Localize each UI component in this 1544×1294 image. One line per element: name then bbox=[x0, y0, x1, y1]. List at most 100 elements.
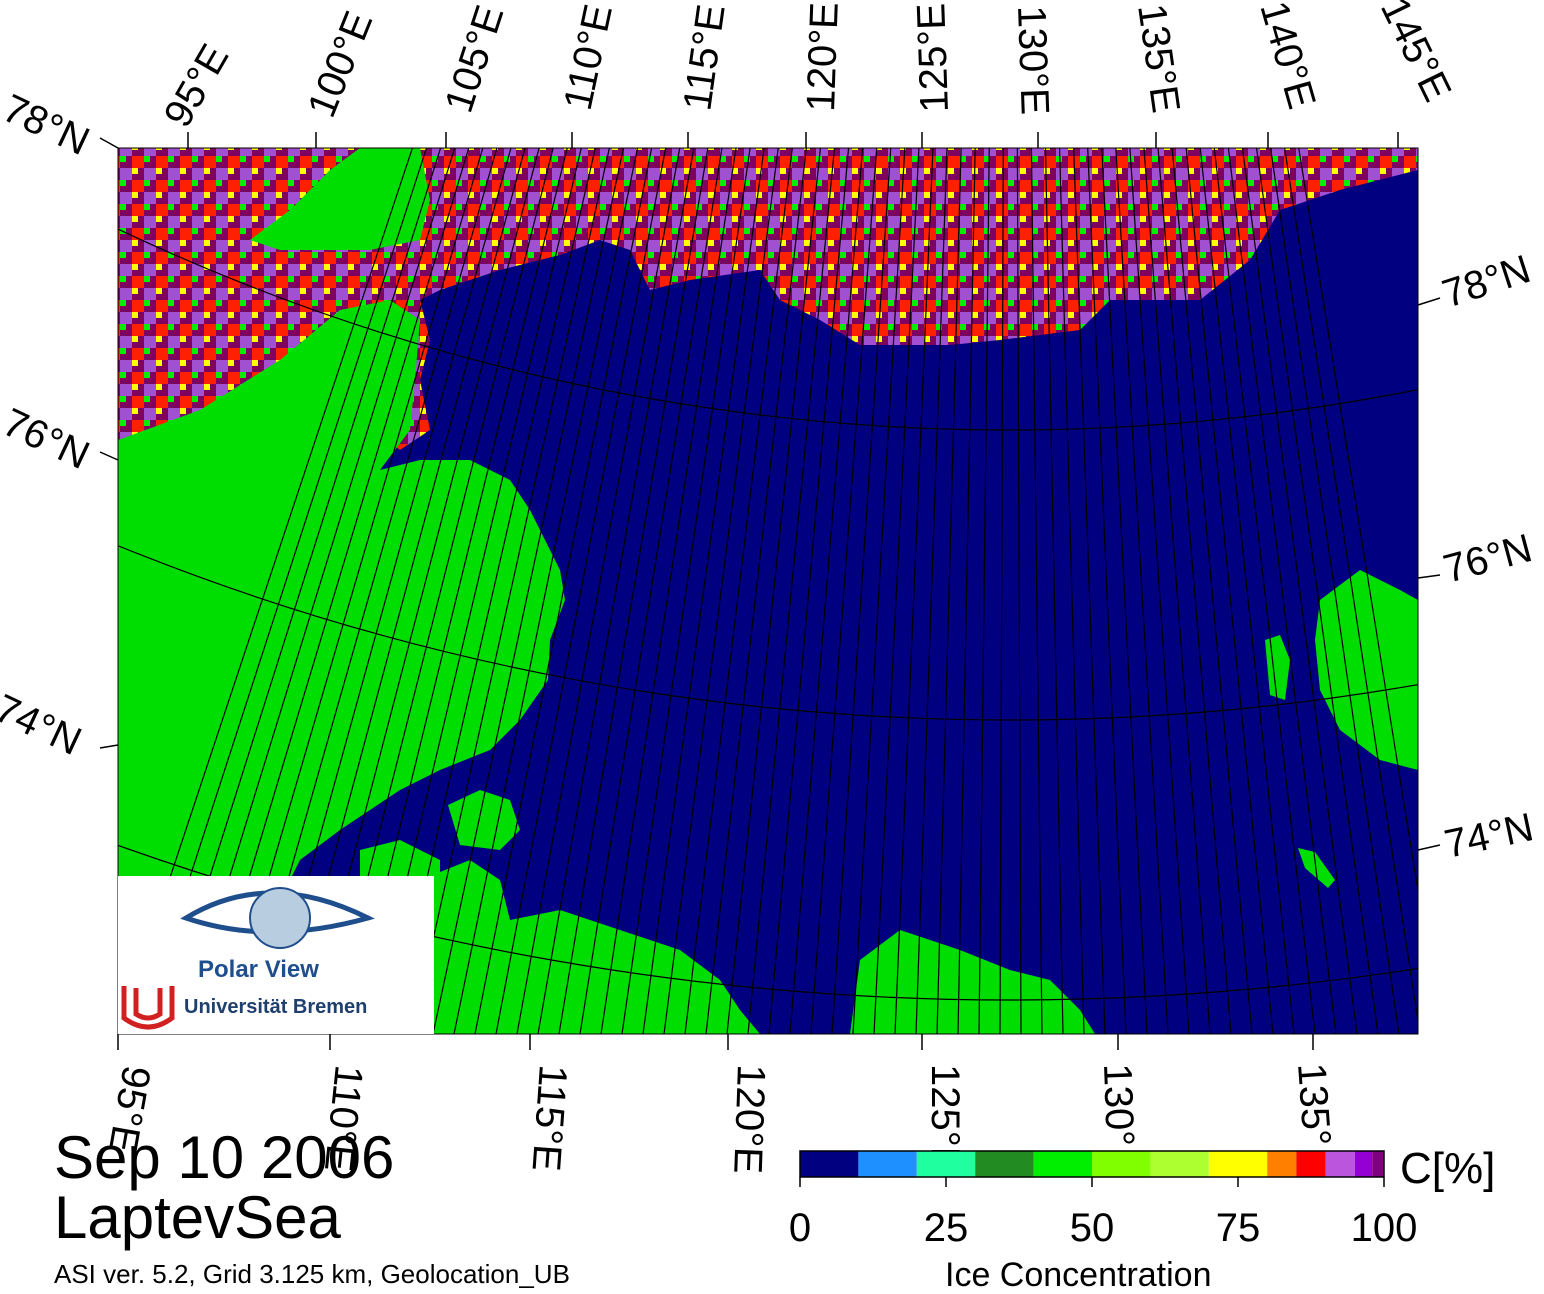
colorbar-tick-label: 0 bbox=[788, 1206, 812, 1250]
meridian-line bbox=[1171, 148, 1253, 1034]
meridian-line bbox=[936, 148, 962, 1034]
meridian-line bbox=[1185, 148, 1274, 1034]
meridian-line bbox=[201, 148, 470, 1034]
lon-label-top: 125°E bbox=[909, 2, 957, 113]
meridian-line bbox=[705, 148, 807, 1034]
graticule bbox=[118, 148, 1418, 1034]
meridian-line bbox=[159, 148, 442, 1034]
meridian-line bbox=[1298, 148, 1418, 895]
meridian-line bbox=[663, 148, 779, 1034]
meridian-line bbox=[1157, 148, 1232, 1034]
colorbar-tick-label: 50 bbox=[1069, 1206, 1115, 1250]
lon-label-top: 130°E bbox=[1009, 5, 1057, 116]
meridian-line bbox=[411, 148, 611, 1034]
colorbar-segment bbox=[1354, 1151, 1373, 1177]
lon-label-bottom: 115°E bbox=[524, 1063, 575, 1172]
meridian-line bbox=[579, 148, 723, 1034]
pack-ice-north bbox=[118, 148, 1418, 460]
meridian-line bbox=[894, 148, 934, 1034]
map-frame bbox=[117, 147, 1419, 1035]
colorbar-segment bbox=[1325, 1151, 1355, 1177]
lat-label-left: 76°N bbox=[0, 400, 96, 478]
meridian-line bbox=[642, 148, 765, 1034]
meridian-line bbox=[118, 148, 414, 1034]
colorbar-segment bbox=[858, 1151, 917, 1177]
meridian-line bbox=[957, 148, 976, 1034]
lon-label-top: 140°E bbox=[1251, 0, 1323, 114]
meridian-line bbox=[1227, 148, 1337, 1034]
meridian-line bbox=[1087, 148, 1127, 1034]
land-severnaya-zemlya bbox=[250, 148, 430, 250]
meridian-line bbox=[264, 148, 512, 1034]
tick-marks bbox=[99, 132, 1441, 1050]
meridian-line bbox=[369, 148, 582, 1034]
tick-mark bbox=[99, 744, 119, 749]
meridian-line bbox=[621, 148, 751, 1034]
lat-label-left: 74°N bbox=[0, 686, 88, 764]
lon-label-bottom: 130° bbox=[1095, 1063, 1142, 1147]
colorbar-segment bbox=[975, 1151, 1034, 1177]
logo-org: Universität Bremen bbox=[184, 996, 368, 1018]
meridian-line bbox=[432, 148, 625, 1034]
meridian-line bbox=[1030, 148, 1043, 1034]
meridian-line bbox=[789, 148, 864, 1034]
colorbar-segment bbox=[1033, 1151, 1092, 1177]
meridian-line bbox=[180, 148, 456, 1034]
lon-label-top: 110°E bbox=[556, 1, 621, 114]
meridian-line bbox=[138, 148, 428, 1034]
meridian-line bbox=[390, 148, 596, 1034]
meridian-line bbox=[1058, 148, 1085, 1034]
meridian-line bbox=[558, 148, 709, 1034]
meridian-line bbox=[285, 148, 526, 1034]
meridian-line bbox=[1016, 148, 1022, 1034]
lon-label-bottom: 135° bbox=[1289, 1062, 1339, 1148]
lat-label-right: 78°N bbox=[1437, 247, 1536, 316]
colorbar-segment bbox=[1150, 1151, 1209, 1177]
eye-icon bbox=[120, 887, 375, 1032]
polar-view-logo: Polar View Universität Bremen bbox=[118, 876, 434, 1034]
land-taymyr bbox=[118, 300, 565, 880]
meridian-line bbox=[1213, 148, 1316, 1034]
meridian-line bbox=[747, 148, 836, 1034]
meridian-line bbox=[306, 148, 540, 1034]
meridian-line bbox=[537, 148, 695, 1034]
land-lena-delta bbox=[850, 930, 1095, 1034]
colorbar-segment bbox=[916, 1151, 976, 1177]
meridian-line bbox=[1143, 148, 1211, 1034]
lat-label-right: 76°N bbox=[1439, 526, 1537, 592]
colorbar-tick-label: 100 bbox=[1350, 1206, 1418, 1250]
tick-mark bbox=[1417, 297, 1441, 306]
colorbar-segment bbox=[1267, 1151, 1297, 1177]
lon-label-top: 95°E bbox=[156, 37, 238, 134]
meridian-line bbox=[1284, 148, 1418, 1025]
region-label: LaptevSea bbox=[54, 1184, 341, 1251]
meridian-line bbox=[453, 148, 639, 1034]
tick-mark bbox=[1417, 844, 1441, 851]
meridian-line bbox=[726, 148, 822, 1034]
meridian-line bbox=[831, 148, 892, 1034]
meridian-line bbox=[348, 148, 568, 1034]
colorbar-segment bbox=[1372, 1151, 1384, 1177]
land-stolbovoy bbox=[1298, 848, 1335, 888]
meridian-line bbox=[915, 148, 948, 1034]
colorbar-segment bbox=[1296, 1151, 1326, 1177]
meridian-line bbox=[516, 148, 681, 1034]
land-south-coast bbox=[420, 860, 760, 1034]
colorbar-segment bbox=[1092, 1151, 1151, 1177]
tick-mark bbox=[1417, 574, 1441, 579]
colorbar bbox=[799, 1150, 1385, 1187]
colorbar-unit: C[%] bbox=[1400, 1144, 1496, 1193]
colorbar-tick-label: 75 bbox=[1215, 1206, 1261, 1250]
meridian-line bbox=[1269, 148, 1400, 1034]
meridian-line bbox=[978, 148, 990, 1034]
lon-label-top: 145°E bbox=[1372, 0, 1460, 108]
meridian-line bbox=[999, 148, 1004, 1034]
lon-label-bottom: 120°E bbox=[725, 1064, 773, 1175]
meridian-line bbox=[1199, 148, 1295, 1034]
meridian-line bbox=[243, 148, 498, 1034]
meridian-line bbox=[222, 148, 484, 1034]
meridian-line bbox=[1044, 148, 1064, 1034]
lat-label-right: 74°N bbox=[1441, 805, 1538, 867]
land-kotelny bbox=[1315, 570, 1418, 770]
meridian-line bbox=[768, 148, 850, 1034]
